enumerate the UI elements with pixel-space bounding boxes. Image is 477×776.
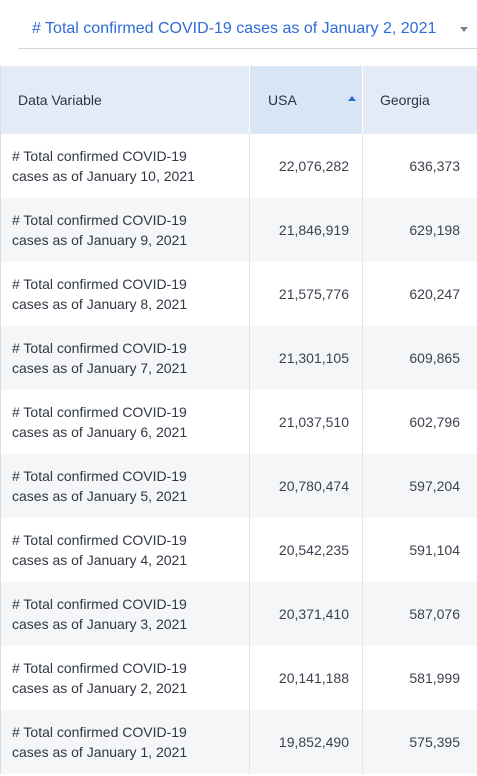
- cell-usa-value: 20,141,188: [249, 646, 363, 710]
- variable-name-line: # Total confirmed COVID-19: [12, 596, 187, 612]
- variable-selector-bar: # Total confirmed COVID-19 cases as of J…: [0, 0, 477, 66]
- cell-usa-value: 20,371,410: [249, 582, 363, 646]
- variable-name-line: # Total confirmed COVID-19: [12, 532, 187, 548]
- variable-name-line: # Total confirmed COVID-19: [12, 468, 187, 484]
- column-header-usa[interactable]: USA: [249, 66, 363, 134]
- variable-name-line: cases as of January 8, 2021: [12, 296, 188, 312]
- column-header-label: Data Variable: [18, 92, 102, 108]
- table-row: # Total confirmed COVID-19 cases as of Ja…: [0, 390, 477, 454]
- cell-data-variable: # Total confirmed COVID-19 cases as of Ja…: [0, 454, 250, 518]
- column-header-georgia[interactable]: Georgia: [362, 66, 477, 134]
- table-row: # Total confirmed COVID-19 cases as of Ja…: [0, 518, 477, 582]
- table-row: # Total confirmed COVID-19 cases as of Ja…: [0, 710, 477, 774]
- variable-name-line: # Total confirmed COVID-19: [12, 404, 187, 420]
- variable-name-line: cases as of January 4, 2021: [12, 552, 188, 568]
- column-header-label: USA: [268, 92, 297, 108]
- cell-georgia-value: 629,198: [362, 198, 477, 262]
- cell-data-variable: # Total confirmed COVID-19 cases as of Ja…: [0, 390, 250, 454]
- cell-usa-value: 21,846,919: [249, 198, 363, 262]
- cell-usa-value: 21,037,510: [249, 390, 363, 454]
- table-row: # Total confirmed COVID-19 cases as of Ja…: [0, 646, 477, 710]
- cell-georgia-value: 581,999: [362, 646, 477, 710]
- variable-name-line: cases as of January 6, 2021: [12, 424, 188, 440]
- cell-usa-value: 22,076,282: [249, 134, 363, 198]
- cell-usa-value: 19,852,490: [249, 710, 363, 774]
- table-row: # Total confirmed COVID-19 cases as of Ja…: [0, 134, 477, 198]
- column-header-data-variable[interactable]: Data Variable: [0, 66, 250, 134]
- variable-name-line: cases as of January 2, 2021: [12, 680, 188, 696]
- cell-data-variable: # Total confirmed COVID-19 cases as of Ja…: [0, 326, 250, 390]
- cell-georgia-value: 602,796: [362, 390, 477, 454]
- cell-data-variable: # Total confirmed COVID-19 cases as of Ja…: [0, 518, 250, 582]
- cell-usa-value: 21,301,105: [249, 326, 363, 390]
- variable-name-line: # Total confirmed COVID-19: [12, 724, 187, 740]
- variable-name-line: # Total confirmed COVID-19: [12, 340, 187, 356]
- variable-name-line: cases as of January 9, 2021: [12, 232, 188, 248]
- table-row: # Total confirmed COVID-19 cases as of Ja…: [0, 454, 477, 518]
- column-header-label: Georgia: [380, 92, 430, 108]
- data-table: Data Variable USA Georgia # Total confir…: [0, 66, 477, 774]
- cell-georgia-value: 575,395: [362, 710, 477, 774]
- cell-data-variable: # Total confirmed COVID-19 cases as of Ja…: [0, 582, 250, 646]
- cell-data-variable: # Total confirmed COVID-19 cases as of Ja…: [0, 198, 250, 262]
- variable-name-line: cases as of January 5, 2021: [12, 488, 188, 504]
- cell-georgia-value: 591,104: [362, 518, 477, 582]
- variable-dropdown[interactable]: # Total confirmed COVID-19 cases as of J…: [18, 12, 477, 49]
- cell-data-variable: # Total confirmed COVID-19 cases as of Ja…: [0, 134, 250, 198]
- table-body: # Total confirmed COVID-19 cases as of Ja…: [0, 134, 477, 774]
- variable-name-line: cases as of January 1, 2021: [12, 744, 188, 760]
- variable-dropdown-label: # Total confirmed COVID-19 cases as of J…: [32, 20, 437, 37]
- variable-name-line: # Total confirmed COVID-19: [12, 148, 187, 164]
- cell-georgia-value: 587,076: [362, 582, 477, 646]
- sort-ascending-icon[interactable]: [348, 96, 356, 101]
- table-row: # Total confirmed COVID-19 cases as of Ja…: [0, 198, 477, 262]
- cell-georgia-value: 620,247: [362, 262, 477, 326]
- variable-name-line: cases as of January 7, 2021: [12, 360, 188, 376]
- cell-georgia-value: 609,865: [362, 326, 477, 390]
- chevron-down-icon: [460, 27, 468, 32]
- cell-data-variable: # Total confirmed COVID-19 cases as of Ja…: [0, 262, 250, 326]
- table-row: # Total confirmed COVID-19 cases as of Ja…: [0, 582, 477, 646]
- variable-name-line: cases as of January 10, 2021: [12, 168, 195, 184]
- cell-data-variable: # Total confirmed COVID-19 cases as of Ja…: [0, 710, 250, 774]
- variable-name-line: # Total confirmed COVID-19: [12, 660, 187, 676]
- variable-name-line: # Total confirmed COVID-19: [12, 212, 187, 228]
- cell-usa-value: 20,542,235: [249, 518, 363, 582]
- variable-name-line: cases as of January 3, 2021: [12, 616, 188, 632]
- variable-name-line: # Total confirmed COVID-19: [12, 276, 187, 292]
- table-row: # Total confirmed COVID-19 cases as of Ja…: [0, 262, 477, 326]
- cell-usa-value: 21,575,776: [249, 262, 363, 326]
- table-header-row: Data Variable USA Georgia: [0, 66, 477, 134]
- cell-usa-value: 20,780,474: [249, 454, 363, 518]
- cell-georgia-value: 636,373: [362, 134, 477, 198]
- cell-data-variable: # Total confirmed COVID-19 cases as of Ja…: [0, 646, 250, 710]
- table-row: # Total confirmed COVID-19 cases as of Ja…: [0, 326, 477, 390]
- cell-georgia-value: 597,204: [362, 454, 477, 518]
